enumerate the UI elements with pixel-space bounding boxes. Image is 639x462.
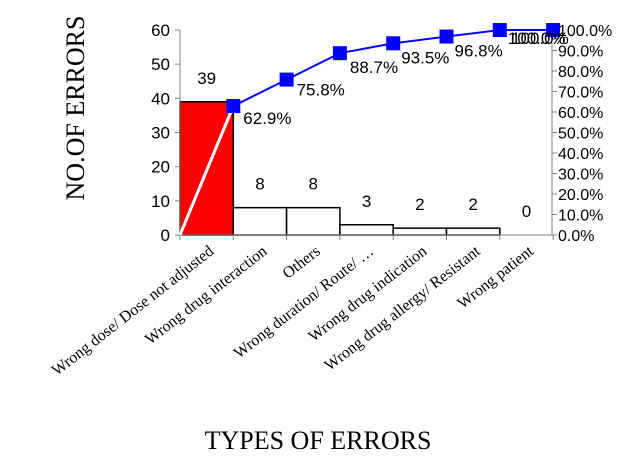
bar-value-label: 2: [415, 195, 424, 214]
y2-tick-label: 100.0%: [558, 23, 612, 40]
cumulative-point: [439, 29, 454, 44]
y-tick-label: 60: [151, 21, 170, 40]
y-tick-label: 40: [151, 89, 170, 108]
ticks-layer: 01020304050600.0%10.0%20.0%30.0%40.0%50.…: [151, 21, 612, 245]
bar-value-label: 39: [197, 69, 216, 88]
cumulative-point: [546, 23, 561, 37]
bar: [445, 227, 501, 236]
cumulative-label: 93.5%: [401, 48, 449, 67]
y2-tick-label: 80.0%: [558, 64, 603, 81]
bar-value-label: 8: [255, 175, 264, 194]
y2-tick-label: 30.0%: [558, 167, 603, 184]
labels-layer: 398 83 2 2 062.9%75.8%88.7%93.5% 96.8%100.0%1…: [49, 29, 569, 379]
cumulative-label: 88.7%: [350, 58, 398, 77]
cumulative-label: 100.0%: [508, 29, 566, 48]
cumulative-point: [279, 72, 294, 87]
bar: [232, 206, 288, 236]
origin-connector-line: [178, 105, 235, 236]
y2-tick-label: 70.0%: [558, 85, 603, 102]
y-tick-label: 50: [151, 55, 170, 74]
cumulative-label: 62.9%: [243, 109, 291, 128]
bar-value-label: 3: [362, 192, 371, 211]
y2-tick-label: 60.0%: [558, 105, 603, 122]
cumulative-point: [492, 23, 507, 37]
bar: [392, 227, 448, 236]
y2-tick-label: 40.0%: [558, 146, 603, 163]
cumulative-label: 100.0%: [511, 29, 569, 48]
x-category-label: Others: [280, 243, 324, 283]
bar-value-label: 8: [309, 175, 318, 194]
y-tick-label: 10: [151, 192, 170, 211]
bar-value-label: 2: [468, 195, 477, 214]
cumulative-label: 96.8%: [455, 42, 503, 61]
bar-value-label: 0: [522, 202, 531, 221]
y-tick-label: 30: [151, 124, 170, 143]
cumulative-line-layer: [178, 23, 561, 236]
cumulative-label: 75.8%: [297, 81, 345, 100]
y-tick-label: 20: [151, 158, 170, 177]
cumulative-point: [386, 36, 401, 51]
cumulative-point: [332, 46, 347, 61]
y2-tick-label: 20.0%: [558, 187, 603, 204]
y2-tick-label: 50.0%: [558, 126, 603, 143]
cumulative-point: [226, 99, 241, 114]
y-axis-title: NO.OF ERRORS: [61, 16, 90, 201]
y-tick-label: 0: [161, 226, 170, 245]
y2-tick-label: 0.0%: [558, 228, 594, 245]
bar: [339, 224, 394, 236]
y2-tick-label: 10.0%: [558, 208, 603, 225]
bar: [285, 206, 341, 236]
x-axis-title: TYPES OF ERRORS: [205, 426, 432, 455]
y2-tick-label: 90.0%: [558, 44, 603, 61]
